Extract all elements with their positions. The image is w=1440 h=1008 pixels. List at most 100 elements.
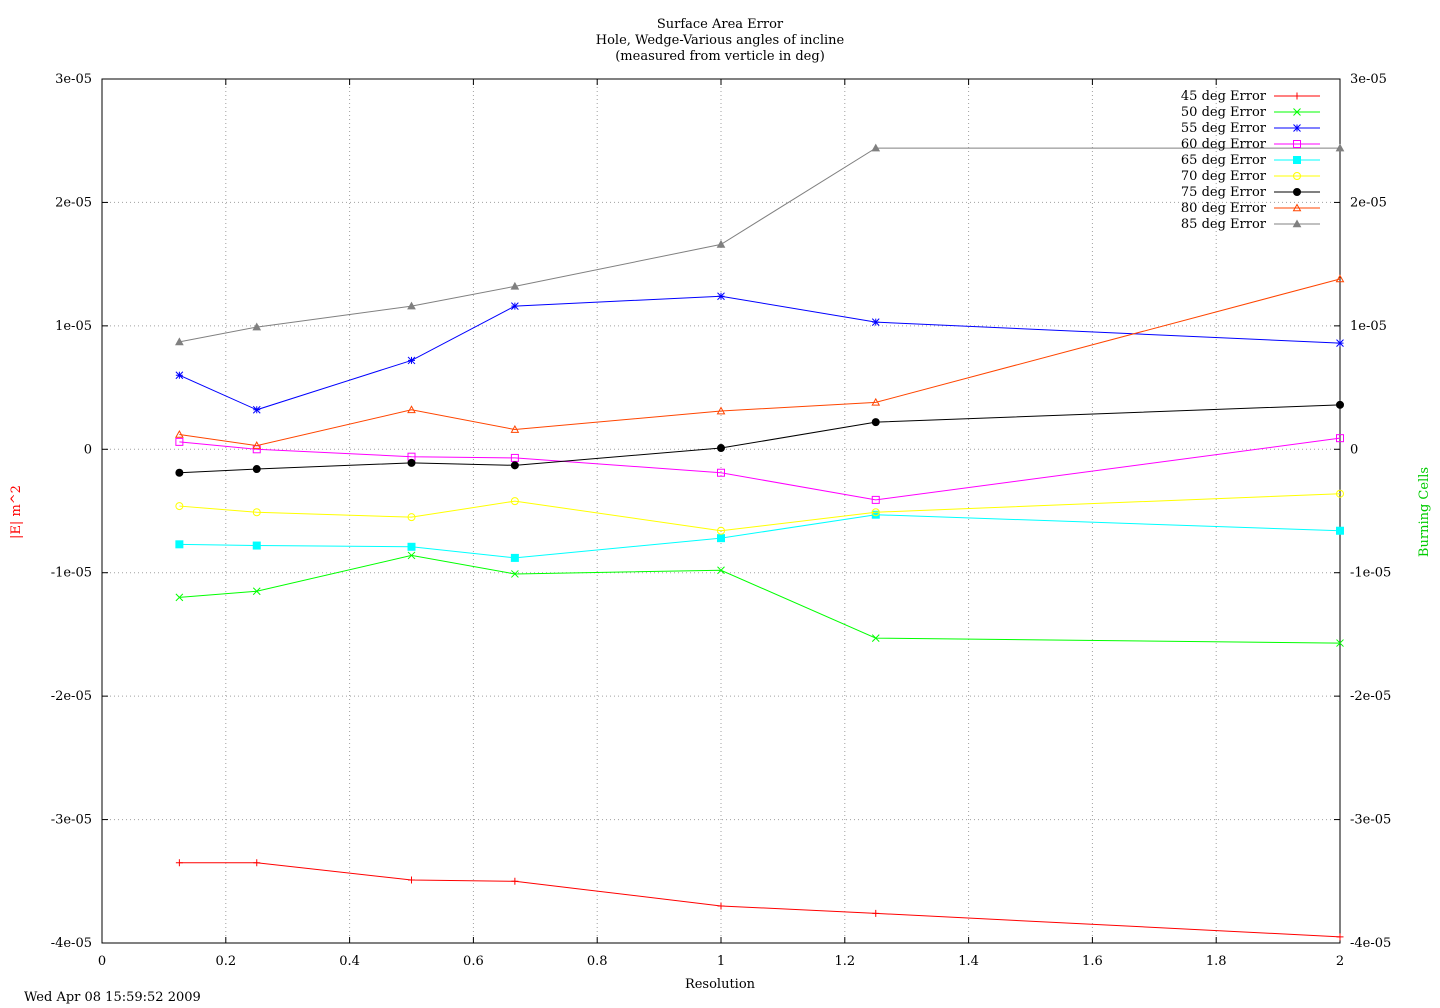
chart-subtitle-line-2: (measured from verticle in deg) bbox=[615, 49, 825, 64]
series-85-deg-error bbox=[175, 143, 1345, 346]
legend-marker bbox=[1292, 219, 1302, 228]
x-axis-label: Resolution bbox=[685, 977, 756, 992]
legend-label: 70 deg Error bbox=[1181, 169, 1267, 184]
data-point bbox=[1336, 526, 1344, 535]
data-point bbox=[871, 510, 880, 519]
data-point bbox=[407, 551, 416, 560]
series-line bbox=[179, 862, 1341, 938]
data-point bbox=[510, 281, 520, 290]
data-point bbox=[510, 425, 520, 433]
grid-lines bbox=[102, 79, 1340, 943]
data-point bbox=[871, 508, 880, 517]
series-line bbox=[179, 278, 1341, 447]
data-point bbox=[252, 508, 261, 517]
axis-ticks: 0 0.2 0.4 0.6 0.8 1 1.2 1.4 1.6 1.8 2 -4e-05 -4e-05 -… bbox=[51, 72, 1392, 969]
data-point bbox=[175, 371, 184, 380]
data-point bbox=[175, 468, 184, 477]
legend-marker bbox=[1292, 203, 1302, 212]
data-point bbox=[717, 444, 725, 453]
data-point bbox=[871, 397, 881, 406]
y-tick-label: 0 bbox=[84, 442, 92, 457]
data-point bbox=[872, 909, 880, 917]
legend-label: 45 deg Error bbox=[1181, 89, 1267, 104]
data-point bbox=[175, 429, 184, 438]
data-point bbox=[510, 497, 519, 506]
data-point bbox=[1336, 400, 1344, 409]
data-point bbox=[717, 526, 725, 535]
y2-tick-label: -2e-05 bbox=[1350, 689, 1391, 704]
y2-tick-label: 2e-05 bbox=[1350, 195, 1387, 210]
data-point bbox=[511, 302, 519, 310]
y2-axis-label: Burning Cells bbox=[1417, 467, 1432, 557]
y-tick-label: -2e-05 bbox=[51, 689, 92, 704]
series-line bbox=[179, 295, 1341, 411]
data-point bbox=[252, 541, 261, 550]
series-line bbox=[179, 437, 1341, 501]
legend-label: 85 deg Error bbox=[1181, 217, 1267, 232]
data-point bbox=[1336, 933, 1344, 941]
legend-label: 65 deg Error bbox=[1181, 153, 1267, 168]
x-tick-label: 1.2 bbox=[834, 954, 855, 969]
x-tick-label: 0.2 bbox=[215, 954, 236, 969]
timestamp: Wed Apr 08 15:59:52 2009 bbox=[24, 990, 201, 1005]
data-point bbox=[407, 513, 416, 522]
y2-tick-label: -1e-05 bbox=[1350, 566, 1391, 581]
x-tick-label: 0.6 bbox=[463, 954, 484, 969]
data-point bbox=[511, 877, 519, 885]
series-line bbox=[179, 404, 1341, 474]
series-line bbox=[179, 147, 1340, 343]
y-tick-label: 3e-05 bbox=[55, 72, 92, 87]
y2-tick-label: -3e-05 bbox=[1350, 813, 1391, 828]
series-50-deg-error bbox=[175, 551, 1344, 647]
data-point bbox=[510, 461, 519, 470]
data-point bbox=[511, 570, 519, 578]
series-line bbox=[179, 493, 1341, 532]
legend-label: 50 deg Error bbox=[1181, 105, 1267, 120]
x-tick-label: 0 bbox=[98, 954, 106, 969]
chart-title: Surface Area Error bbox=[657, 17, 784, 32]
data-point bbox=[717, 566, 725, 575]
data-point bbox=[1336, 434, 1344, 443]
y2-tick-label: 1e-05 bbox=[1350, 319, 1387, 334]
legend-marker bbox=[1293, 108, 1301, 116]
legend-marker bbox=[1293, 156, 1301, 164]
series-layer bbox=[175, 143, 1345, 941]
legend-marker bbox=[1293, 172, 1301, 180]
y-tick-label: 1e-05 bbox=[55, 319, 92, 334]
data-point bbox=[717, 292, 725, 301]
legend-marker bbox=[1293, 140, 1301, 148]
data-point bbox=[252, 441, 262, 449]
x-tick-label: 1 bbox=[717, 954, 725, 969]
series-60-deg-error bbox=[175, 434, 1344, 504]
data-point bbox=[253, 859, 261, 867]
data-point bbox=[716, 239, 726, 248]
legend-label: 80 deg Error bbox=[1181, 201, 1267, 216]
y-tick-label: -1e-05 bbox=[51, 566, 92, 581]
legend-marker bbox=[1293, 188, 1301, 196]
data-point bbox=[1335, 143, 1345, 152]
y2-tick-label: 3e-05 bbox=[1350, 72, 1387, 87]
data-point bbox=[252, 465, 261, 474]
data-point bbox=[175, 593, 184, 602]
y-tick-label: -4e-05 bbox=[51, 936, 92, 951]
data-point bbox=[175, 437, 184, 446]
data-point bbox=[871, 143, 881, 152]
y-tick-label: 2e-05 bbox=[55, 195, 92, 210]
x-tick-label: 0.4 bbox=[339, 954, 360, 969]
data-point bbox=[871, 318, 880, 327]
data-point bbox=[407, 301, 416, 310]
data-point bbox=[407, 356, 416, 365]
y-tick-label: -3e-05 bbox=[51, 813, 92, 828]
data-point bbox=[871, 495, 880, 504]
series-65-deg-error bbox=[175, 510, 1344, 562]
legend-label: 60 deg Error bbox=[1181, 137, 1267, 152]
legend-marker bbox=[1293, 124, 1301, 132]
data-point bbox=[510, 553, 519, 562]
series-45-deg-error bbox=[175, 859, 1344, 941]
data-point bbox=[175, 540, 184, 549]
chart-subtitle-line-1: Hole, Wedge-Various angles of incline bbox=[596, 33, 845, 48]
data-point bbox=[716, 406, 726, 415]
data-point bbox=[407, 458, 416, 467]
data-point bbox=[175, 502, 184, 511]
